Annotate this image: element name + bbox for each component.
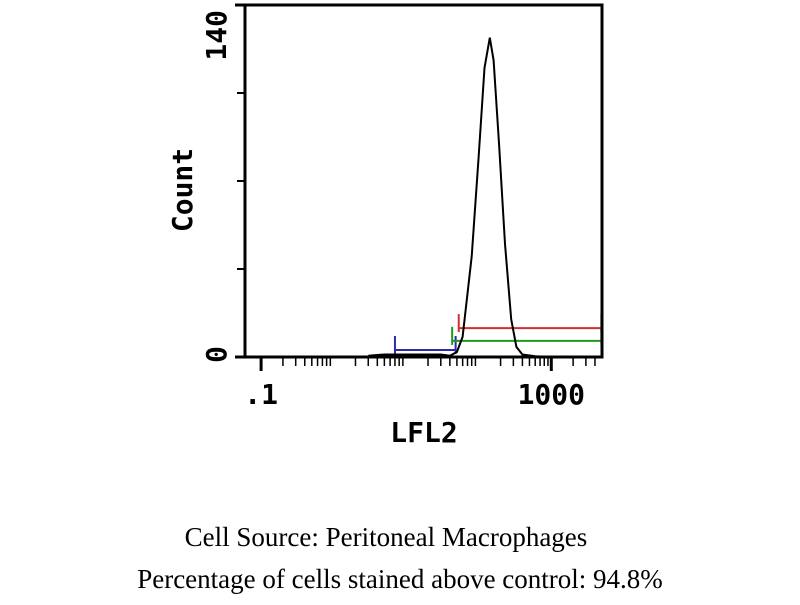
y-tick-label: 140 [200, 10, 233, 61]
y-tick-label: 0 [200, 346, 233, 363]
caption-percentage: Percentage of cells stained above contro… [137, 564, 663, 594]
x-axis-title: LFL2 [390, 416, 457, 449]
histogram-line [368, 37, 552, 358]
x-tick-label: .1 [244, 378, 278, 411]
x-tick-label: 1000 [518, 378, 585, 411]
y-axis-title: Count [166, 148, 199, 232]
caption-source: Cell Source: Peritoneal Macrophages [185, 522, 588, 552]
plot-frame [243, 3, 604, 359]
